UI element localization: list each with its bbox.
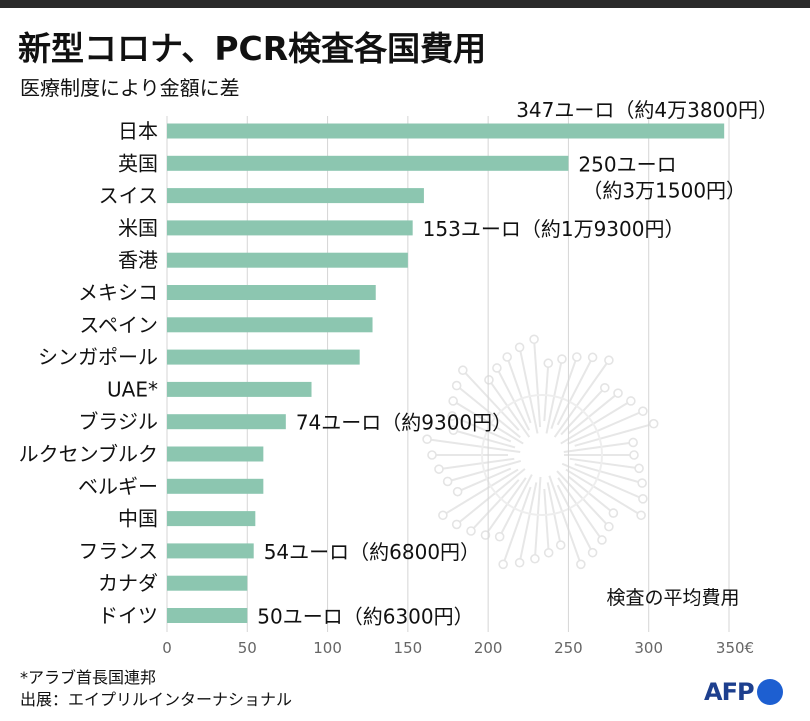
bar xyxy=(167,349,360,365)
bar xyxy=(167,252,408,268)
chart-subtitle: 医療制度により金額に差 xyxy=(20,76,240,100)
x-tick-label: 350€ xyxy=(716,639,754,657)
value-annotation: 153ユーロ（約1万9300円） xyxy=(423,217,685,241)
value-annotation: （約3万1500円） xyxy=(582,178,746,202)
category-label: ルクセンブルク xyxy=(19,442,158,466)
category-label: 米国 xyxy=(118,216,158,240)
category-label: ブラジル xyxy=(78,410,158,434)
bar xyxy=(167,188,424,204)
virus-icon xyxy=(422,334,659,570)
bar xyxy=(167,381,312,397)
category-label: シンガポール xyxy=(38,345,158,369)
x-tick-label: 50 xyxy=(238,639,257,657)
category-label: ベルギー xyxy=(78,474,158,498)
bar xyxy=(167,220,413,236)
x-tick-label: 200 xyxy=(474,639,503,657)
value-annotation: 74ユーロ（約9300円） xyxy=(296,411,512,435)
x-tick-label: 300 xyxy=(634,639,663,657)
bar xyxy=(167,155,569,171)
bar xyxy=(167,446,264,462)
logo-text: AFP xyxy=(704,678,755,706)
legend-label: 検査の平均費用 xyxy=(606,587,739,609)
bar xyxy=(167,543,254,559)
category-label: メキシコ xyxy=(78,281,158,305)
source-credit: 出展：エイプリルインターナショナル xyxy=(20,690,293,709)
bar xyxy=(167,575,248,591)
x-tick-label: 150 xyxy=(394,639,423,657)
afp-logo: AFP xyxy=(704,676,783,708)
value-annotation: 54ユーロ（約6800円） xyxy=(264,540,480,564)
value-annotations: 347ユーロ（約4万3800円） 250ユーロ（約3万1500円） 153ユーロ（約… xyxy=(257,98,778,629)
chart-bars xyxy=(167,123,725,623)
x-tick-label: 100 xyxy=(313,639,342,657)
category-label: 日本 xyxy=(118,119,158,143)
bar xyxy=(167,285,376,300)
value-annotation: 347ユーロ（約4万3800円） xyxy=(516,98,778,122)
x-tick-label: 0 xyxy=(162,639,172,657)
chart-title: 新型コロナ、PCR検査各国費用 xyxy=(18,29,487,68)
category-label: フランス xyxy=(78,539,158,563)
bar xyxy=(167,317,373,333)
footnote: *アラブ首長国連邦 xyxy=(20,668,157,687)
top-bar xyxy=(0,0,810,8)
category-label: ドイツ xyxy=(98,604,158,628)
bar xyxy=(167,478,264,494)
value-annotation: 250ユーロ xyxy=(578,152,676,176)
bar xyxy=(167,608,248,623)
bar xyxy=(167,414,286,430)
bar xyxy=(167,123,725,139)
category-label: スペイン xyxy=(79,313,158,337)
category-label: 香港 xyxy=(118,248,158,272)
category-label: 英国 xyxy=(118,151,158,175)
category-label: 中国 xyxy=(118,507,158,531)
category-label: UAE* xyxy=(107,377,158,401)
bar xyxy=(167,511,256,527)
value-annotation: 50ユーロ（約6300円） xyxy=(257,605,473,629)
logo-dot-icon xyxy=(756,679,783,705)
x-tick-label: 250 xyxy=(554,639,583,657)
x-axis-ticks: 0 50 100 150 200 250 300 350€ xyxy=(162,639,754,657)
category-label: スイス xyxy=(99,184,158,208)
category-label: カナダ xyxy=(98,571,158,595)
